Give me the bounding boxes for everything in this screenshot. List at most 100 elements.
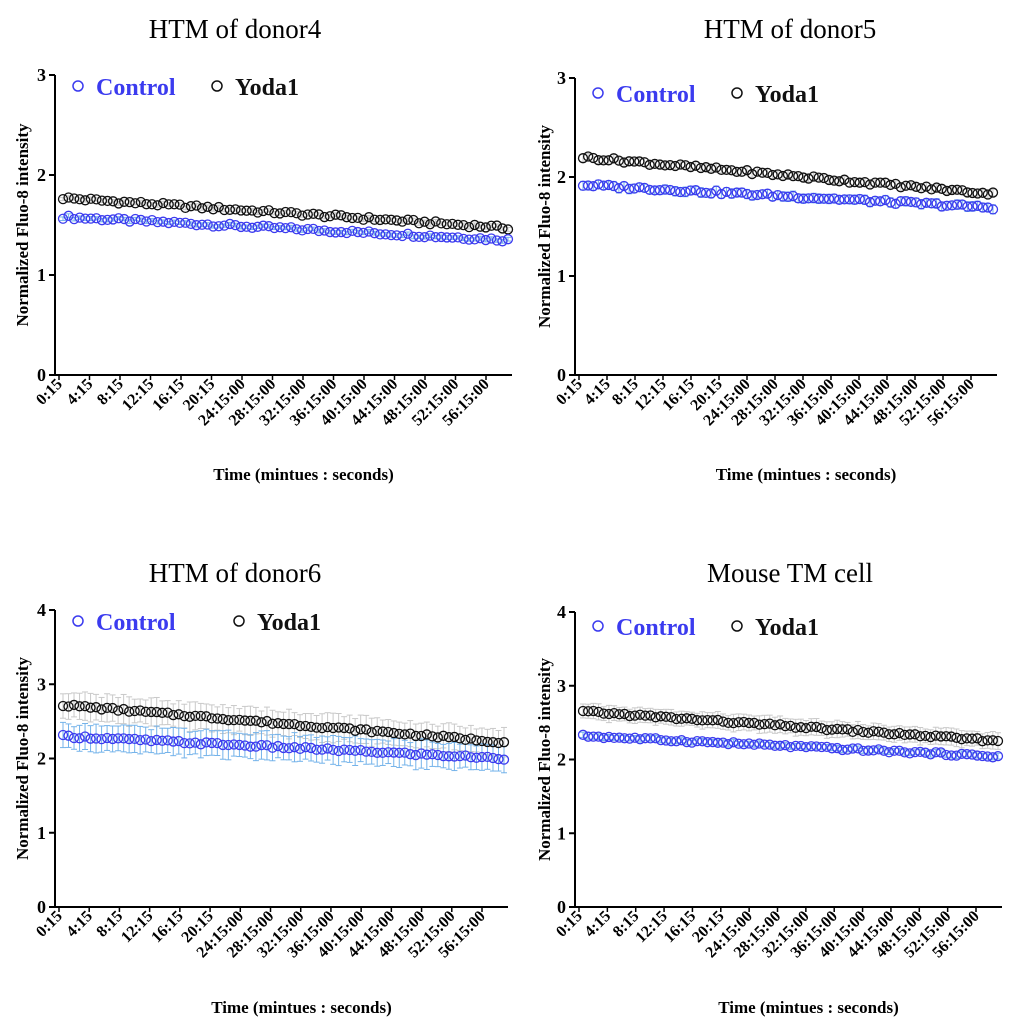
data-point [394,728,405,740]
data-point [946,731,957,742]
y-tick-label: 1 [37,265,46,285]
data-point [68,193,80,204]
data-point [889,745,900,756]
data-point [206,713,217,724]
data-point [664,159,676,171]
data-point [890,178,901,190]
data-point [885,197,896,208]
data-point [686,713,698,724]
data-point [920,747,931,758]
data-point [837,744,848,756]
data-point [107,702,118,714]
data-point [460,734,471,746]
data-point [399,747,410,758]
data-point [676,713,687,724]
data-point [246,205,258,216]
data-point [141,216,152,227]
data-point [863,727,874,738]
data-point [195,710,206,722]
data-point [302,223,313,235]
data-point [900,196,912,207]
data-point [675,159,686,170]
data-point [223,715,234,726]
data-point [962,201,973,212]
data-point [397,230,408,242]
data-point [910,197,922,208]
data-point [285,206,297,218]
data-point [681,736,692,748]
data-point [613,183,625,194]
data-point [614,732,625,743]
y-tick-label: 0 [557,365,566,385]
data-point [228,739,240,750]
data-point [256,739,267,751]
data-point [936,201,947,212]
data-point [280,223,291,234]
data-point [743,717,755,729]
data-point [823,193,835,205]
data-point [878,727,890,738]
data-point [777,170,789,182]
data-point [982,189,994,200]
data-point [869,195,881,206]
data-point [624,733,635,744]
data-point [388,727,399,739]
data-point [717,737,729,748]
data-point [785,720,796,732]
data-point [280,206,291,218]
data-point [151,706,162,718]
data-point [769,740,781,751]
data-point [869,177,881,188]
data-point [447,232,458,243]
data-point [63,701,74,712]
data-point [335,210,347,221]
data-point [828,193,840,204]
data-point [294,743,306,755]
y-tick-label: 0 [37,365,46,385]
data-point [419,232,430,243]
y-tick-label: 2 [557,750,566,770]
data-point [764,739,775,750]
data-point [129,705,140,717]
data-point [864,197,876,208]
data-point [471,735,482,746]
data-point [613,155,625,166]
data-point [96,215,108,226]
x-tick-label: 4:15 [581,908,614,941]
data-point [987,187,999,198]
data-point [811,721,822,733]
data-point [754,719,765,730]
data-point [795,740,807,752]
data-point [185,218,197,230]
data-point [925,731,936,743]
data-point [762,167,773,179]
data-point [707,736,718,748]
data-point [905,196,917,208]
data-point [206,737,217,749]
legend-label-yoda1: Yoda1 [235,75,299,101]
data-point [634,709,646,720]
data-point [588,152,599,164]
data-point [213,201,224,213]
data-point [818,172,830,184]
data-point [235,205,247,216]
data-point [868,745,879,756]
data-point [793,193,804,204]
data-point [369,228,380,239]
data-point [899,747,910,758]
data-point [252,221,263,232]
data-point [441,232,452,243]
data-point [634,182,645,193]
data-point [916,199,927,210]
data-point [185,201,197,212]
data-point [119,196,130,207]
x-tick-label: 16:15 [661,908,699,946]
legend: Control Yoda1 [72,610,321,636]
data-point [624,710,635,722]
series-yoda1 [57,699,510,749]
data-point [355,744,366,756]
chart-panel-4: Mouse TM cell Normalized Fluo-8 intensity… [535,558,1004,1017]
data-point [157,735,168,746]
data-point [660,711,672,722]
data-point [690,185,701,196]
